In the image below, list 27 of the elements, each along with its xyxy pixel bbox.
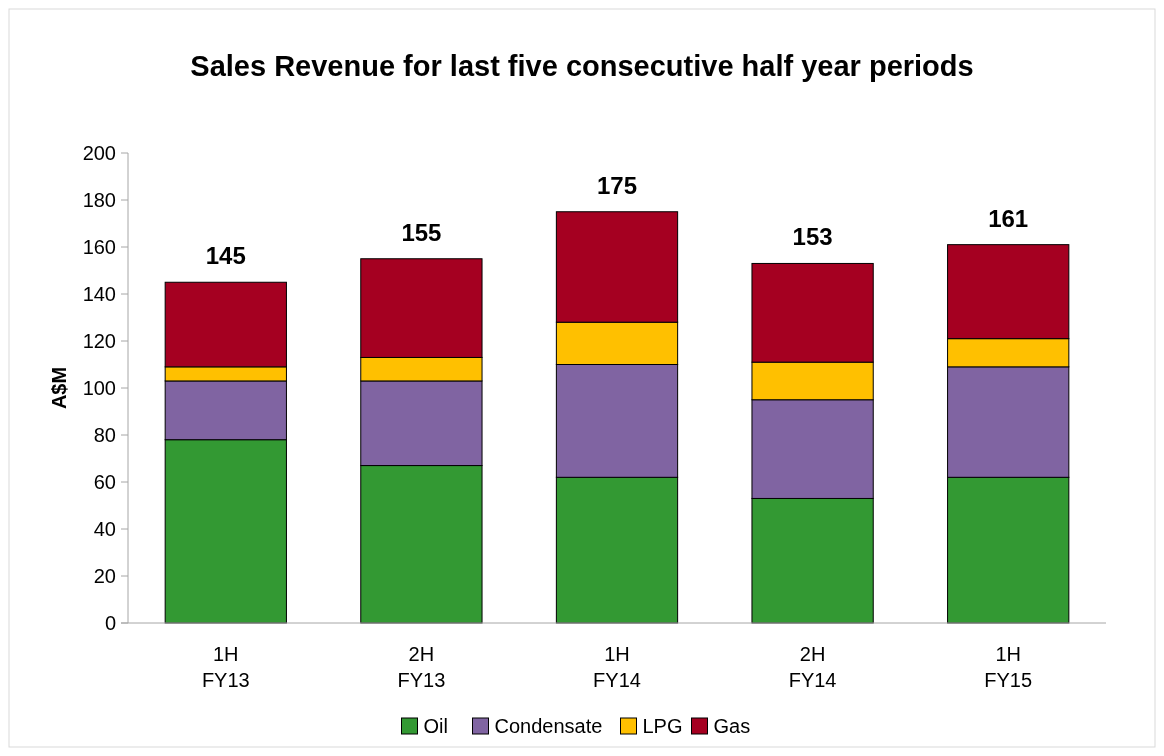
total-label: 153: [792, 223, 833, 251]
legend-label: Gas: [713, 715, 751, 737]
y-tick-label: 0: [104, 612, 116, 634]
chart-title: Sales Revenue for last five consecutive half year periods: [190, 50, 974, 82]
y-axis-title: A$M: [48, 366, 70, 410]
x-tick-label: 1H FY14: [593, 643, 641, 691]
x-tick-label: 1H FY13: [201, 643, 250, 691]
y-tick-label: 20: [93, 565, 116, 587]
legend-label: Oil: [423, 715, 448, 737]
x-tick-label: 2H FY13: [397, 643, 446, 691]
y-tick-label: 60: [93, 471, 116, 493]
y-tick-label: 40: [93, 518, 116, 540]
legend-label: Condensate: [494, 715, 603, 737]
y-tick-label: 180: [82, 189, 116, 211]
x-tick-label: 1H FY15: [984, 643, 1033, 691]
y-tick-label: 200: [82, 142, 116, 164]
y-tick-label: 120: [82, 330, 116, 352]
legend-label: LPG: [642, 715, 683, 737]
y-tick-label: 80: [93, 424, 116, 446]
total-label: 175: [596, 171, 638, 199]
total-label: 155: [401, 218, 442, 246]
y-tick-label: 100: [82, 377, 116, 399]
total-label: 145: [205, 242, 246, 270]
x-tick-label: 2H FY14: [788, 643, 837, 691]
y-tick-label: 160: [82, 236, 116, 258]
y-tick-label: 140: [82, 283, 116, 305]
total-label: 161: [988, 204, 1029, 232]
